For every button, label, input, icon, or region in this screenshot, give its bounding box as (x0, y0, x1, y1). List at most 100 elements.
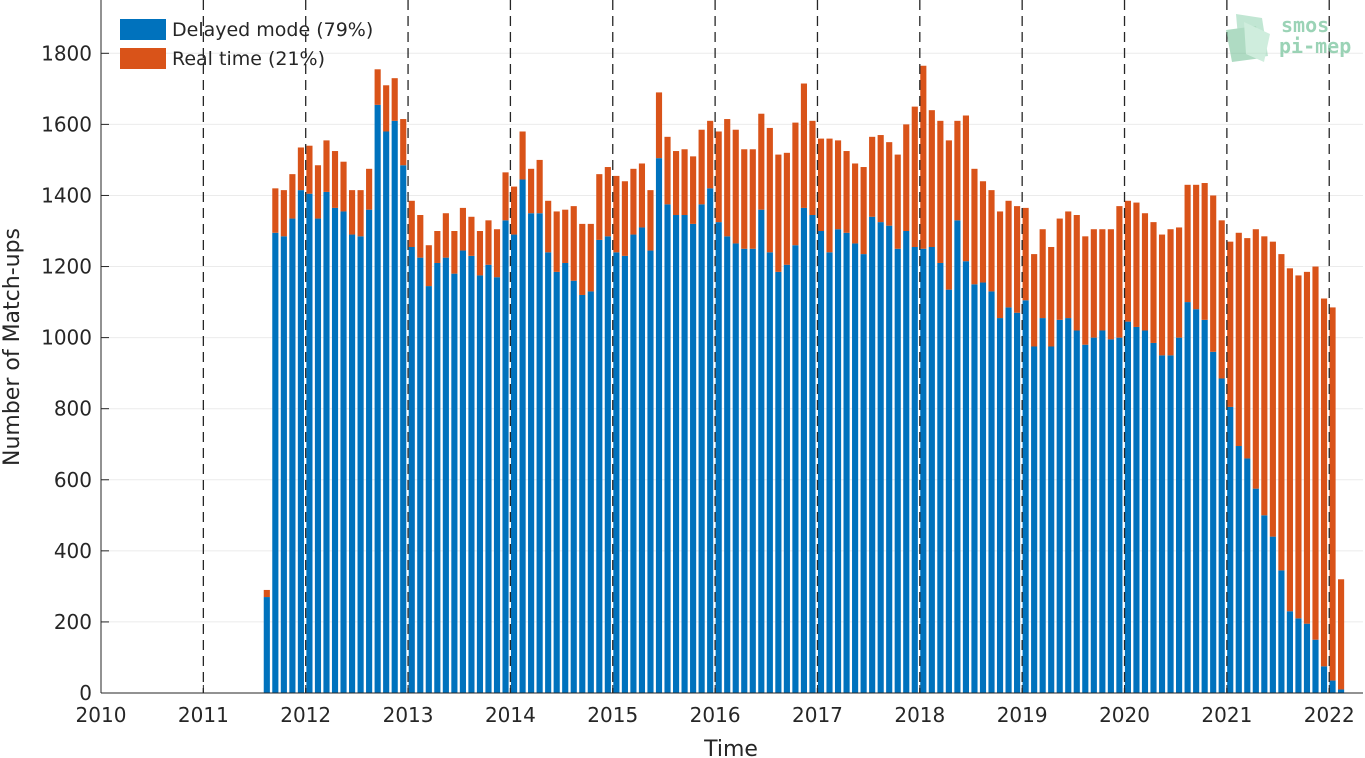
bar-real-time (400, 119, 407, 166)
bar-real-time (314, 165, 322, 219)
bar-real-time (1048, 246, 1055, 347)
bar-real-time (349, 190, 356, 235)
bar-real-time (741, 149, 748, 249)
bar-delayed-mode (988, 291, 995, 693)
x-tick-label: 2017 (792, 703, 843, 727)
bar-real-time (647, 190, 654, 251)
bar-delayed-mode (1218, 378, 1225, 693)
bar-real-time (1218, 220, 1225, 379)
bar-delayed-mode (519, 179, 526, 694)
bar-delayed-mode (758, 209, 765, 693)
delayed-mode-bars (263, 104, 1345, 694)
bar-real-time (860, 167, 867, 255)
bar-delayed-mode (962, 261, 970, 693)
bar-delayed-mode (587, 291, 594, 693)
bar-real-time (1090, 229, 1097, 338)
bar-real-time (417, 215, 424, 258)
y-axis-ticks: 0 200 400 600 800 1000 1200 1400 1600 1800 (41, 41, 109, 705)
bar-real-time (1124, 200, 1131, 322)
bar-real-time (596, 174, 603, 240)
bar-delayed-mode (306, 193, 313, 693)
bar-delayed-mode (297, 190, 304, 693)
bar-delayed-mode (1031, 346, 1038, 693)
bar-delayed-mode (1210, 351, 1217, 693)
bar-real-time (681, 149, 688, 216)
bar-real-time (732, 129, 739, 244)
bar-delayed-mode (1167, 355, 1174, 693)
bar-real-time (707, 120, 714, 189)
bar-delayed-mode (920, 248, 927, 693)
bar-delayed-mode (1141, 330, 1149, 693)
bar-delayed-mode (1082, 344, 1089, 693)
bar-real-time (1201, 183, 1208, 320)
bar-real-time (979, 181, 987, 283)
bar-real-time (1099, 229, 1106, 331)
bar-real-time (331, 151, 339, 208)
bar-delayed-mode (937, 262, 944, 693)
bar-real-time (920, 65, 927, 249)
bar-real-time (1329, 307, 1336, 681)
bar-delayed-mode (655, 158, 663, 693)
bar-delayed-mode (638, 227, 646, 693)
bar-delayed-mode (459, 250, 466, 694)
bar-real-time (289, 174, 296, 219)
bar-delayed-mode (1261, 515, 1268, 693)
bar-real-time (903, 124, 910, 231)
bar-delayed-mode (1065, 318, 1072, 693)
bar-delayed-mode (1124, 321, 1131, 693)
bar-delayed-mode (502, 220, 509, 693)
bar-real-time (613, 175, 620, 253)
bar-real-time (562, 209, 569, 263)
bar-delayed-mode (1176, 337, 1183, 693)
bar-real-time (817, 138, 825, 231)
bar-delayed-mode (903, 231, 910, 693)
bar-delayed-mode (383, 131, 390, 694)
bar-delayed-mode (1005, 307, 1012, 693)
bar-delayed-mode (894, 248, 901, 693)
bar-real-time (996, 211, 1004, 319)
bar-delayed-mode (672, 215, 680, 693)
bar-delayed-mode (289, 218, 296, 693)
logo-mark-icon (1226, 14, 1270, 62)
y-axis-title: Number of Match-ups (0, 228, 25, 466)
bar-real-time (272, 188, 279, 233)
x-tick-label: 2015 (587, 703, 638, 727)
x-tick-label: 2012 (280, 703, 331, 727)
bar-delayed-mode (690, 223, 697, 693)
bar-delayed-mode (579, 294, 586, 693)
bar-real-time (911, 106, 918, 248)
bar-delayed-mode (979, 282, 987, 693)
bar-delayed-mode (664, 204, 671, 693)
bar-real-time (1176, 227, 1183, 338)
bar-real-time (1056, 218, 1063, 320)
y-tick-label: 1600 (41, 112, 92, 136)
bar-real-time (383, 85, 390, 132)
bar-real-time (621, 181, 628, 256)
bar-delayed-mode (766, 252, 773, 693)
y-tick-label: 1000 (41, 326, 92, 350)
smos-pi-mep-logo: smos pi-mep (1226, 13, 1351, 62)
bar-delayed-mode (732, 243, 739, 693)
bar-real-time (340, 161, 347, 212)
bar-real-time (690, 156, 697, 224)
bar-delayed-mode (741, 248, 748, 693)
bar-delayed-mode (996, 318, 1004, 693)
x-tick-label: 2022 (1304, 703, 1355, 727)
bar-real-time (1116, 206, 1123, 338)
bar-real-time (1039, 229, 1046, 319)
bar-delayed-mode (1150, 342, 1157, 693)
bar-delayed-mode (1235, 446, 1242, 693)
bar-delayed-mode (630, 234, 637, 694)
bar-delayed-mode (493, 277, 501, 693)
bar-real-time (570, 206, 577, 281)
bar-real-time (1210, 195, 1217, 352)
bar-delayed-mode (1014, 312, 1021, 693)
bar-delayed-mode (1048, 346, 1055, 693)
bar-real-time (1269, 241, 1276, 537)
bar-delayed-mode (510, 234, 518, 694)
bar-real-time (894, 154, 901, 249)
legend-label-realtime: Real time (21%) (172, 48, 325, 70)
bar-real-time (630, 168, 637, 235)
bar-real-time (1252, 229, 1259, 489)
